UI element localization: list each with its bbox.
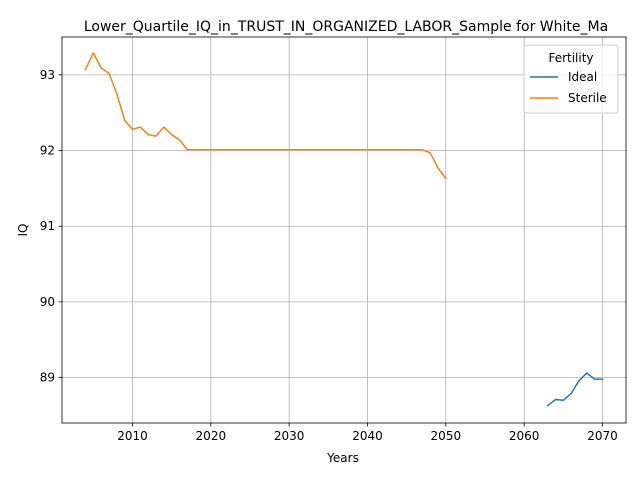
y-tick-label: 91 [40,219,55,233]
x-tick-label: 2020 [196,429,227,443]
x-tick-label: 2010 [117,429,148,443]
y-tick-label: 93 [40,68,55,82]
plot-area: 2010 2020 2030 2040 2050 2060 2070 89 90 91 92 93 [40,36,627,443]
legend-label-sterile: Sterile [568,91,607,105]
x-tick-label: 2070 [587,429,618,443]
legend-label-ideal: Ideal [568,70,597,84]
y-axis-label: IQ [16,224,30,237]
y-tick-label: 90 [40,295,55,309]
axes-frame [61,36,627,424]
legend: Fertility Ideal Sterile [523,44,619,114]
series-layer [84,52,604,407]
legend-entries: Ideal Sterile [530,70,607,105]
grid [62,37,626,423]
ticks: 2010 2020 2030 2040 2050 2060 2070 89 90 91 92 93 [40,68,618,443]
series-line-sterile [84,52,447,180]
legend-title: Fertility [548,51,593,65]
x-axis-label: Years [326,451,359,465]
x-tick-label: 2030 [274,429,305,443]
x-tick-label: 2040 [352,429,383,443]
x-tick-label: 2050 [431,429,462,443]
y-tick-label: 92 [40,144,55,158]
chart-title: Lower_Quartile_IQ_in_TRUST_IN_ORGANIZED_… [84,19,608,35]
y-tick-label: 89 [40,371,55,385]
series-line-ideal [546,372,604,407]
legend-box [523,44,619,114]
x-tick-label: 2060 [509,429,540,443]
